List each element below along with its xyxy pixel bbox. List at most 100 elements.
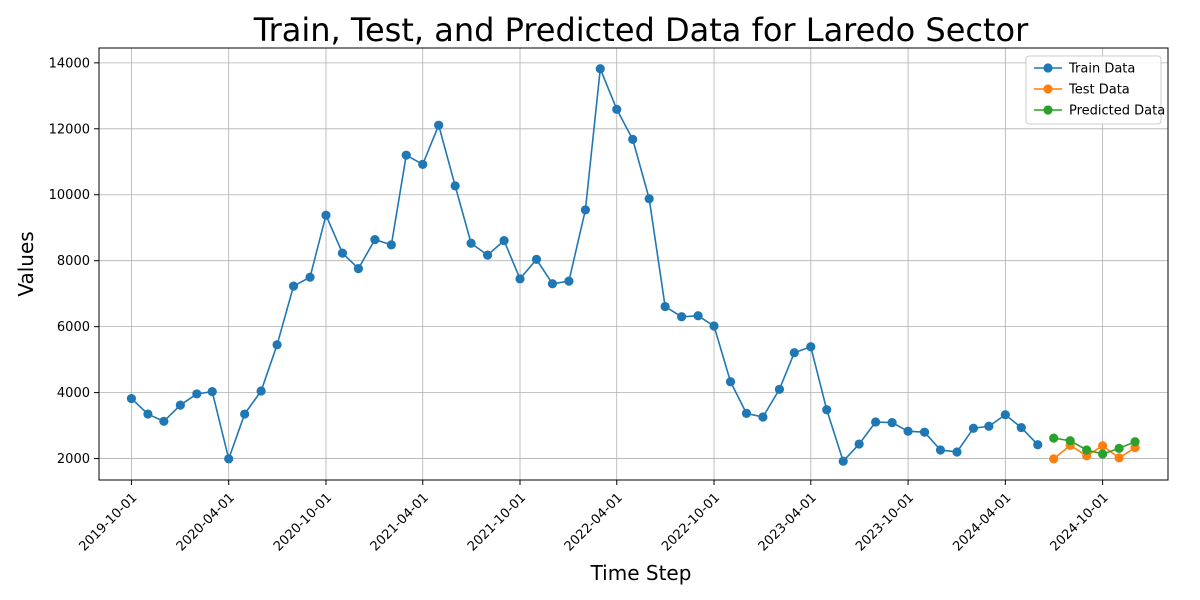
train-data-point (887, 418, 897, 428)
train-data-point (386, 240, 396, 250)
train-data-point (1016, 422, 1026, 433)
predicted-data-point (1065, 436, 1075, 446)
series-lines (130, 68, 1136, 463)
train-data-point (159, 416, 169, 426)
train-data-legend-label: Train Data (1068, 62, 1135, 77)
y-tick-label: 10000 (49, 188, 90, 203)
train-data-point (725, 377, 736, 387)
train-data-point (499, 235, 509, 246)
train-data-point (256, 386, 266, 396)
x-tick-label: 2023-04-01 (756, 490, 820, 554)
train-data-point (968, 423, 979, 433)
train-data-point (434, 120, 444, 130)
x-tick-label: 2023-10-01 (853, 490, 917, 554)
x-tick-label: 2022-10-01 (659, 490, 723, 554)
x-tick-label: 2022-04-01 (562, 490, 626, 554)
test-data-legend-label: Test Data (1068, 83, 1130, 98)
predicted-data-legend-label: Predicted Data (1069, 104, 1165, 119)
train-data-point (595, 64, 605, 74)
train-data-point (143, 409, 153, 419)
train-data-point (806, 342, 816, 352)
y-tick-label: 4000 (57, 386, 90, 401)
train-data-point (644, 194, 654, 204)
train-data-line (130, 68, 1039, 463)
test-data-point (1049, 454, 1059, 464)
predicted-data-point (1049, 433, 1059, 443)
train-data-point (709, 321, 719, 331)
train-data-point (984, 421, 994, 431)
x-tick-label: 2019-10-01 (76, 490, 140, 554)
train-data-point (482, 250, 493, 260)
train-data-point (871, 417, 881, 427)
train-data-point (612, 104, 622, 114)
train-data-point (126, 393, 137, 404)
test-data-point (1098, 441, 1108, 451)
train-data-point (418, 159, 428, 170)
train-data-point (952, 447, 962, 457)
y-tick-label: 2000 (57, 452, 90, 467)
train-data-point (774, 384, 785, 394)
train-data-point (547, 279, 558, 289)
y-tick-label: 8000 (57, 254, 90, 269)
train-data-point (580, 205, 590, 215)
train-data-point (224, 454, 234, 464)
y-tick-label: 12000 (49, 122, 90, 137)
train-data-point (450, 181, 460, 191)
predicted-data-point (1082, 445, 1092, 455)
train-data-point (564, 276, 574, 286)
y-tick-label: 14000 (49, 56, 90, 71)
train-data-point (1000, 410, 1010, 420)
legend: Train Data Test Data Predicted Data (1025, 55, 1165, 125)
train-data-point (1033, 440, 1043, 450)
train-data-point (660, 301, 670, 312)
train-data-point (305, 272, 315, 282)
y-tick-label: 6000 (57, 320, 90, 335)
train-data-point (192, 389, 202, 399)
train-data-point (935, 445, 946, 455)
test-data-point (1114, 453, 1124, 463)
train-data-point (401, 150, 411, 160)
y-axis: 2000 4000 6000 8000 10000 12000 14000 (49, 56, 99, 467)
series-points (126, 64, 1140, 466)
predicted-data-point (1130, 437, 1140, 447)
train-data-point (272, 340, 282, 350)
x-tick-label: 2024-04-01 (950, 490, 1014, 554)
x-tick-label: 2021-10-01 (465, 490, 529, 554)
train-data-point (838, 456, 848, 466)
predicted-data-legend-marker (1043, 105, 1053, 115)
chart-title: Train, Test, and Predicted Data for Lare… (253, 11, 1029, 49)
y-axis-title: Values (14, 231, 38, 296)
train-data-point (693, 311, 703, 321)
train-data-point (370, 234, 380, 245)
train-data-point (677, 312, 687, 322)
predicted-data-point (1114, 443, 1124, 453)
predicted-data-point (1098, 449, 1108, 459)
x-tick-label: 2021-04-01 (368, 490, 432, 554)
train-data-point (758, 412, 768, 422)
train-data-point (466, 238, 476, 248)
train-data-point (789, 348, 799, 358)
train-data-point (337, 248, 348, 258)
train-data-point (288, 281, 299, 291)
train-data-point (515, 274, 525, 284)
train-data-point (919, 427, 930, 437)
train-data-point (175, 400, 185, 410)
plot-frame (98, 47, 1169, 481)
train-data-point (353, 264, 364, 274)
x-tick-label: 2024-10-01 (1048, 490, 1112, 554)
train-data-legend-marker (1043, 63, 1053, 73)
train-data-point (741, 408, 752, 418)
legend-box (1025, 55, 1162, 125)
x-tick-label: 2020-04-01 (174, 490, 238, 554)
train-data-point (207, 387, 217, 397)
train-data-point (628, 134, 638, 144)
test-data-legend-marker (1043, 84, 1053, 94)
train-data-point (240, 409, 250, 419)
train-data-point (903, 426, 913, 436)
x-axis: 2019-10-01 2020-04-01 2020-10-01 2021-04-01… (76, 480, 1112, 554)
train-data-point (822, 405, 832, 415)
x-axis-title: Time Step (590, 561, 692, 585)
x-tick-label: 2020-10-01 (271, 490, 335, 554)
train-data-point (321, 210, 331, 220)
